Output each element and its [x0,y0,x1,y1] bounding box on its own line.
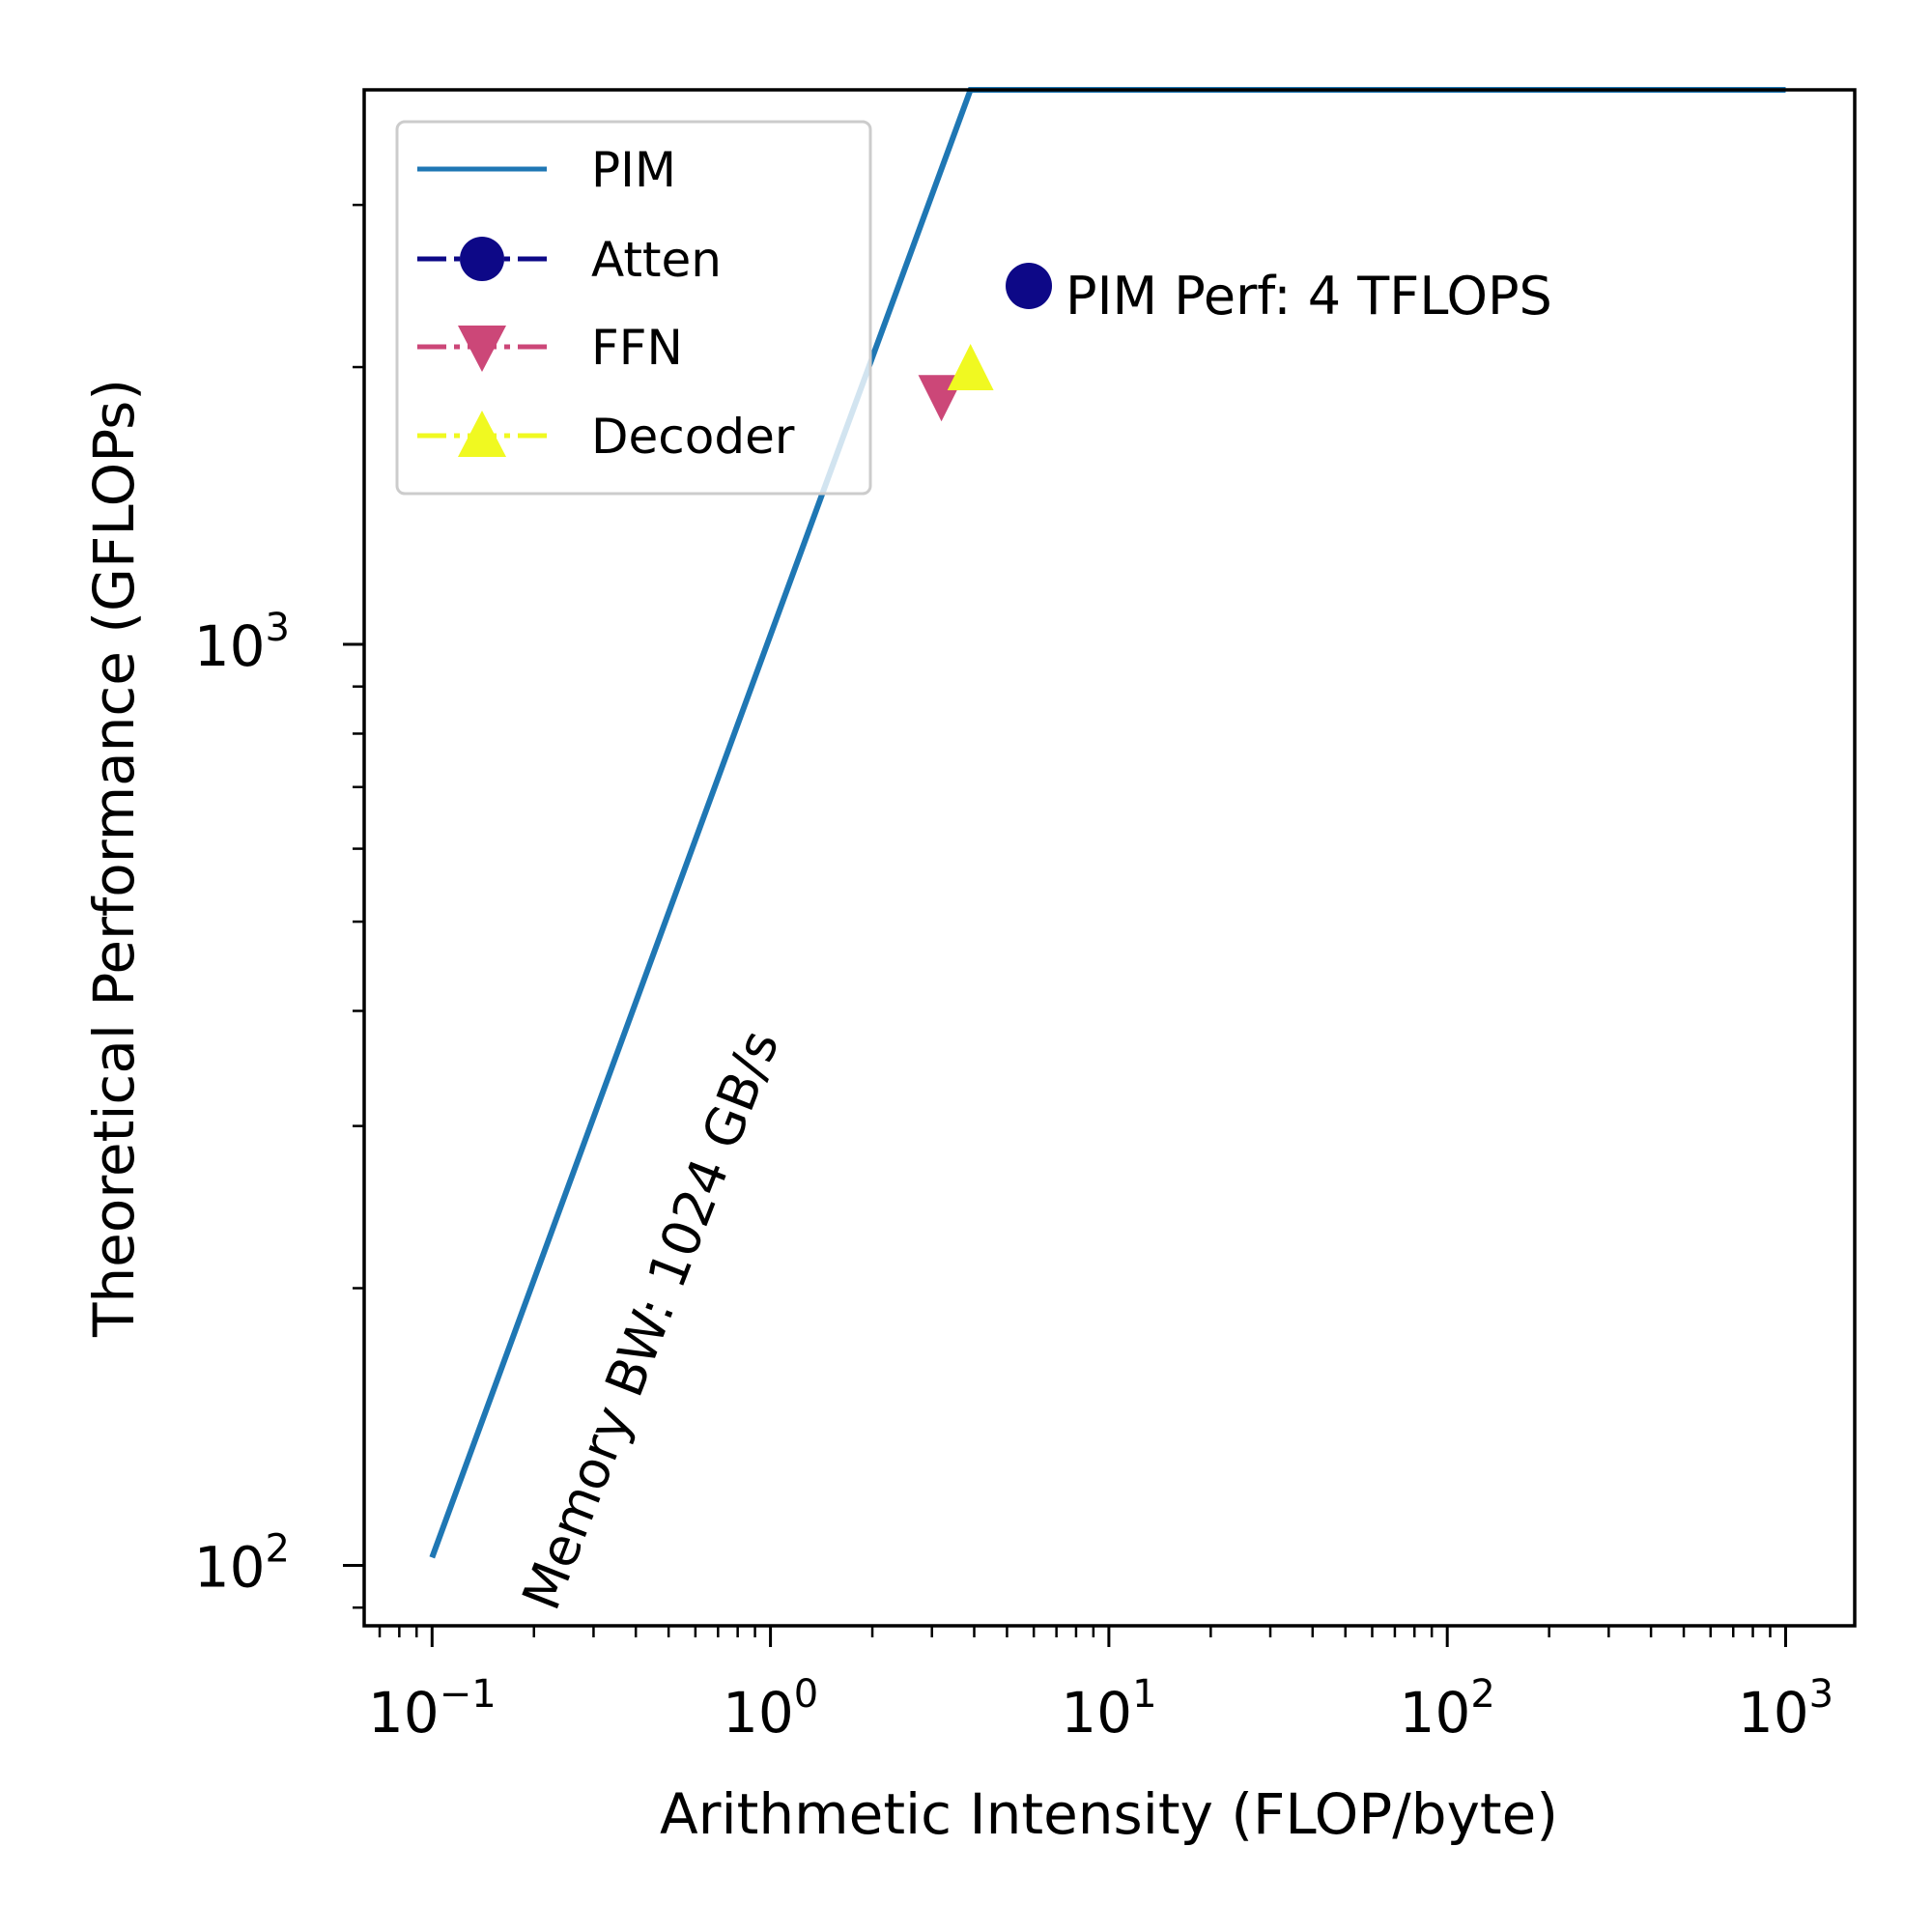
legend-marker-atten [460,237,504,281]
minor-ticks [353,203,1772,1637]
legend-label-atten: Atten [591,232,722,288]
y-tick-label: 103 [194,606,290,679]
y-axis-label: Theoretical Performance (GFLOPs) [81,379,147,1338]
legend-label-decoder: Decoder [591,409,795,465]
x-tick-label: 10−1 [368,1672,497,1746]
x-axis-label: Arithmetic Intensity (FLOP/byte) [660,1781,1558,1847]
legend: PIM Atten FFN Decoder [395,120,872,496]
legend-entry-decoder: Decoder [417,409,795,465]
x-tick-label: 103 [1738,1672,1833,1746]
plot-frame [362,88,1857,1628]
legend-marker-ffn [458,326,506,372]
x-tick-label: 100 [723,1672,818,1746]
major-ticks [343,642,1787,1647]
x-tick-label: 102 [1400,1672,1495,1746]
legend-label-pim: PIM [591,142,676,198]
y-tick-label: 102 [194,1527,290,1601]
legend-entry-atten: Atten [417,232,722,288]
legend-label-ffn: FFN [591,320,683,376]
annotation-pim-perf: PIM Perf: 4 TFLOPS [1065,266,1552,327]
legend-box [395,120,872,496]
data-point-decoder [947,344,994,391]
legend-marker-decoder [458,411,506,457]
x-tick-label: 101 [1061,1672,1156,1746]
legend-entry-pim: PIM [417,142,676,198]
data-point-atten [1006,262,1053,309]
tick-labels: 10−1 100 101 102 103 102 103 [194,606,1833,1746]
legend-entry-ffn: FFN [417,320,683,376]
